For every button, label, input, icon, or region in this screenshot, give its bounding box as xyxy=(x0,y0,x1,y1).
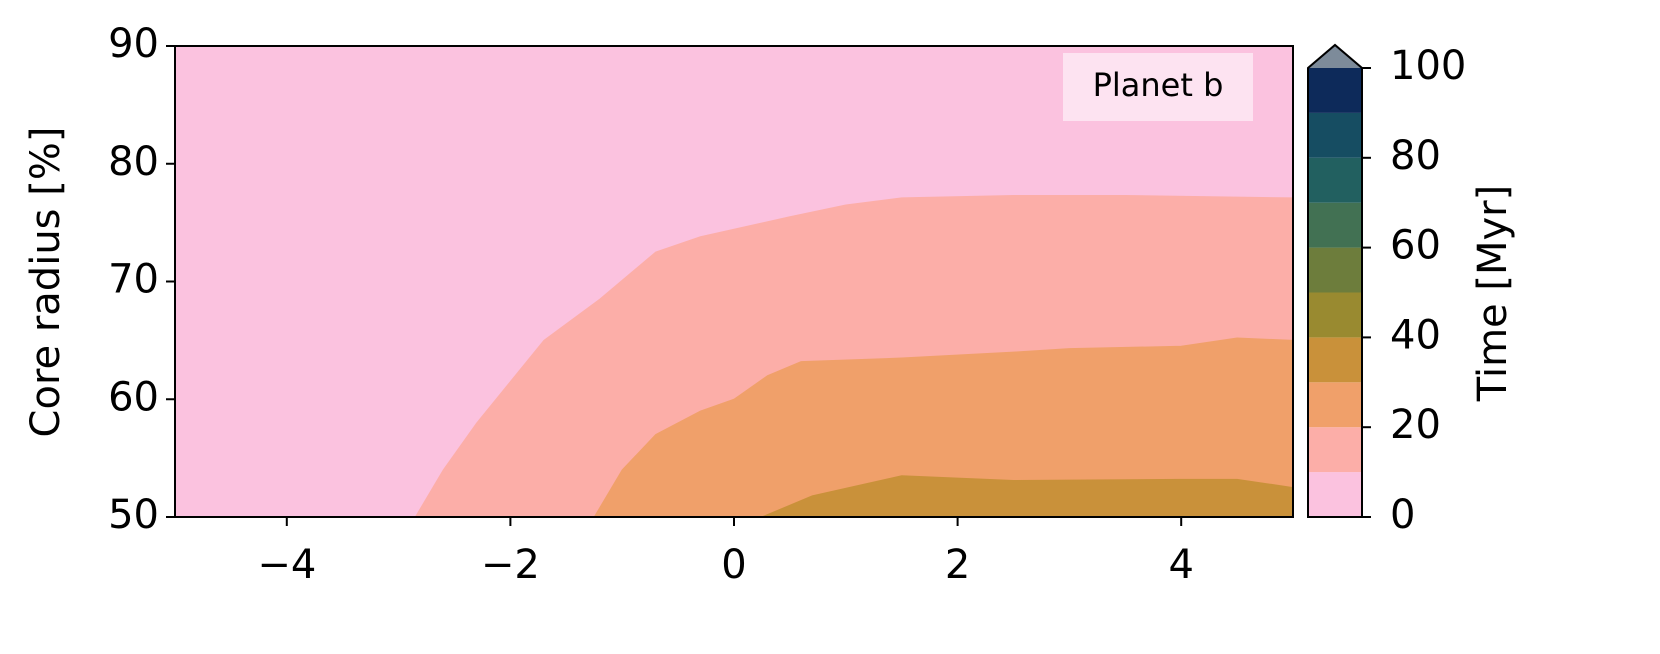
colorbar-frame xyxy=(1307,43,1363,518)
contour-fill xyxy=(594,338,1293,517)
y-axis-label: Core radius [%] xyxy=(23,127,69,438)
y-tick-label: 60 xyxy=(108,374,159,420)
colorbar-bin xyxy=(1308,112,1362,158)
annotation: Planet b xyxy=(1093,66,1224,104)
colorbar-bin xyxy=(1308,202,1362,248)
colorbar-bin xyxy=(1308,382,1362,428)
colorbar-label: Time [Myr] xyxy=(1470,185,1516,402)
colorbar-bin xyxy=(1308,68,1362,113)
colorbar-tick-label: 100 xyxy=(1390,43,1466,89)
annotation-box xyxy=(1063,53,1253,121)
y-tick-label: 80 xyxy=(108,139,159,185)
y-tick-label: 70 xyxy=(108,257,159,303)
colorbar-bin xyxy=(1308,157,1362,203)
x-tick-label: 0 xyxy=(721,542,746,588)
colorbar-bin xyxy=(1308,472,1362,517)
contour-line xyxy=(414,195,1294,518)
colorbar-bin xyxy=(1308,427,1362,473)
x-tick-label: 2 xyxy=(945,542,970,588)
x-tick-label: −4 xyxy=(257,542,316,588)
contour-line xyxy=(761,475,1294,518)
colorbar-bin xyxy=(1308,247,1362,293)
contour-fill xyxy=(761,475,1293,517)
x-tick-label: 4 xyxy=(1168,542,1193,588)
x-tick-label: −2 xyxy=(481,542,540,588)
colorbar-extend xyxy=(1308,45,1362,68)
colorbar-tick-label: 0 xyxy=(1390,492,1415,538)
colorbar-tick-label: 40 xyxy=(1390,312,1441,358)
y-tick-label: 50 xyxy=(108,492,159,538)
y-tick-label: 90 xyxy=(108,21,159,67)
colorbar-bin xyxy=(1308,292,1362,338)
colorbar-tick-label: 80 xyxy=(1390,133,1441,179)
colorbar-tick-label: 20 xyxy=(1390,402,1441,448)
contour-line xyxy=(593,337,1294,518)
colorbar-tick-label: 60 xyxy=(1390,223,1441,269)
colorbar-bin xyxy=(1308,337,1362,383)
